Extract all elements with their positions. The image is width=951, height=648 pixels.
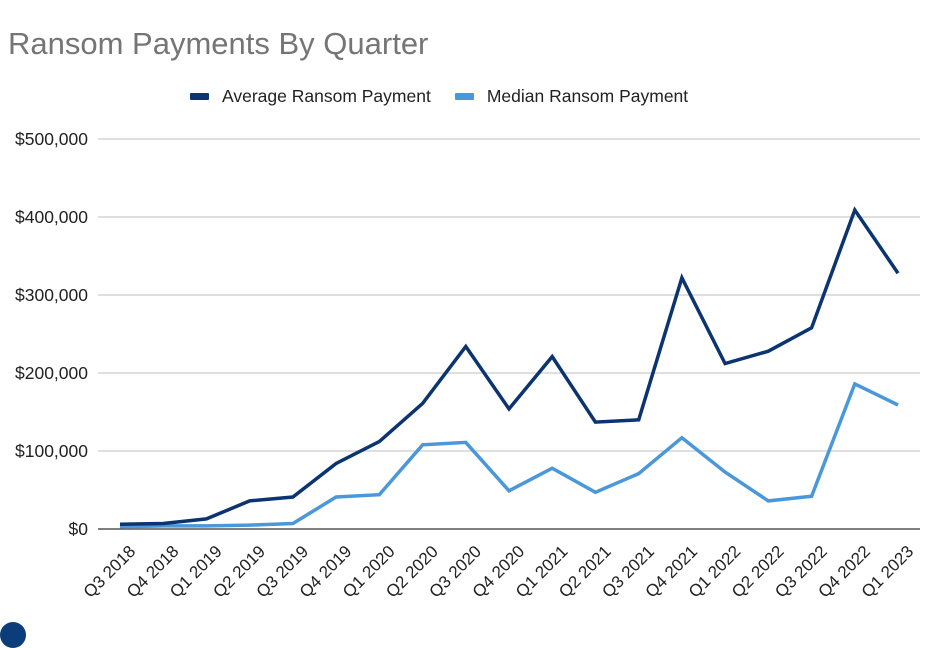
chart-title: Ransom Payments By Quarter [8, 26, 429, 61]
chart-legend: Average Ransom Payment Median Ransom Pay… [190, 86, 712, 107]
y-tick-label: $200,000 [15, 363, 88, 383]
legend-label-average: Average Ransom Payment [222, 86, 431, 106]
legend-item-median[interactable]: Median Ransom Payment [454, 86, 689, 107]
legend-swatch-median [454, 93, 474, 100]
data-lines [119, 206, 900, 529]
series-line-median[interactable] [119, 381, 899, 529]
gridlines [98, 138, 920, 530]
y-tick-label: $0 [69, 519, 89, 539]
y-tick-label: $100,000 [15, 441, 88, 461]
logo-circle-icon [0, 622, 26, 648]
y-tick-label: $400,000 [15, 207, 88, 227]
legend-item-average[interactable]: Average Ransom Payment [190, 86, 431, 107]
line-chart-plot: $0 $100,000 $200,000 $300,000 $400,000 $500,0… [15, 129, 920, 602]
y-tick-label: $500,000 [15, 129, 88, 149]
legend-label-median: Median Ransom Payment [486, 86, 689, 106]
y-tick-label: $300,000 [15, 285, 88, 305]
legend-swatch-average [190, 93, 209, 100]
series-line-average[interactable] [119, 206, 900, 527]
y-axis-tick-labels: $0 $100,000 $200,000 $300,000 $400,000 $500,0… [15, 129, 88, 539]
